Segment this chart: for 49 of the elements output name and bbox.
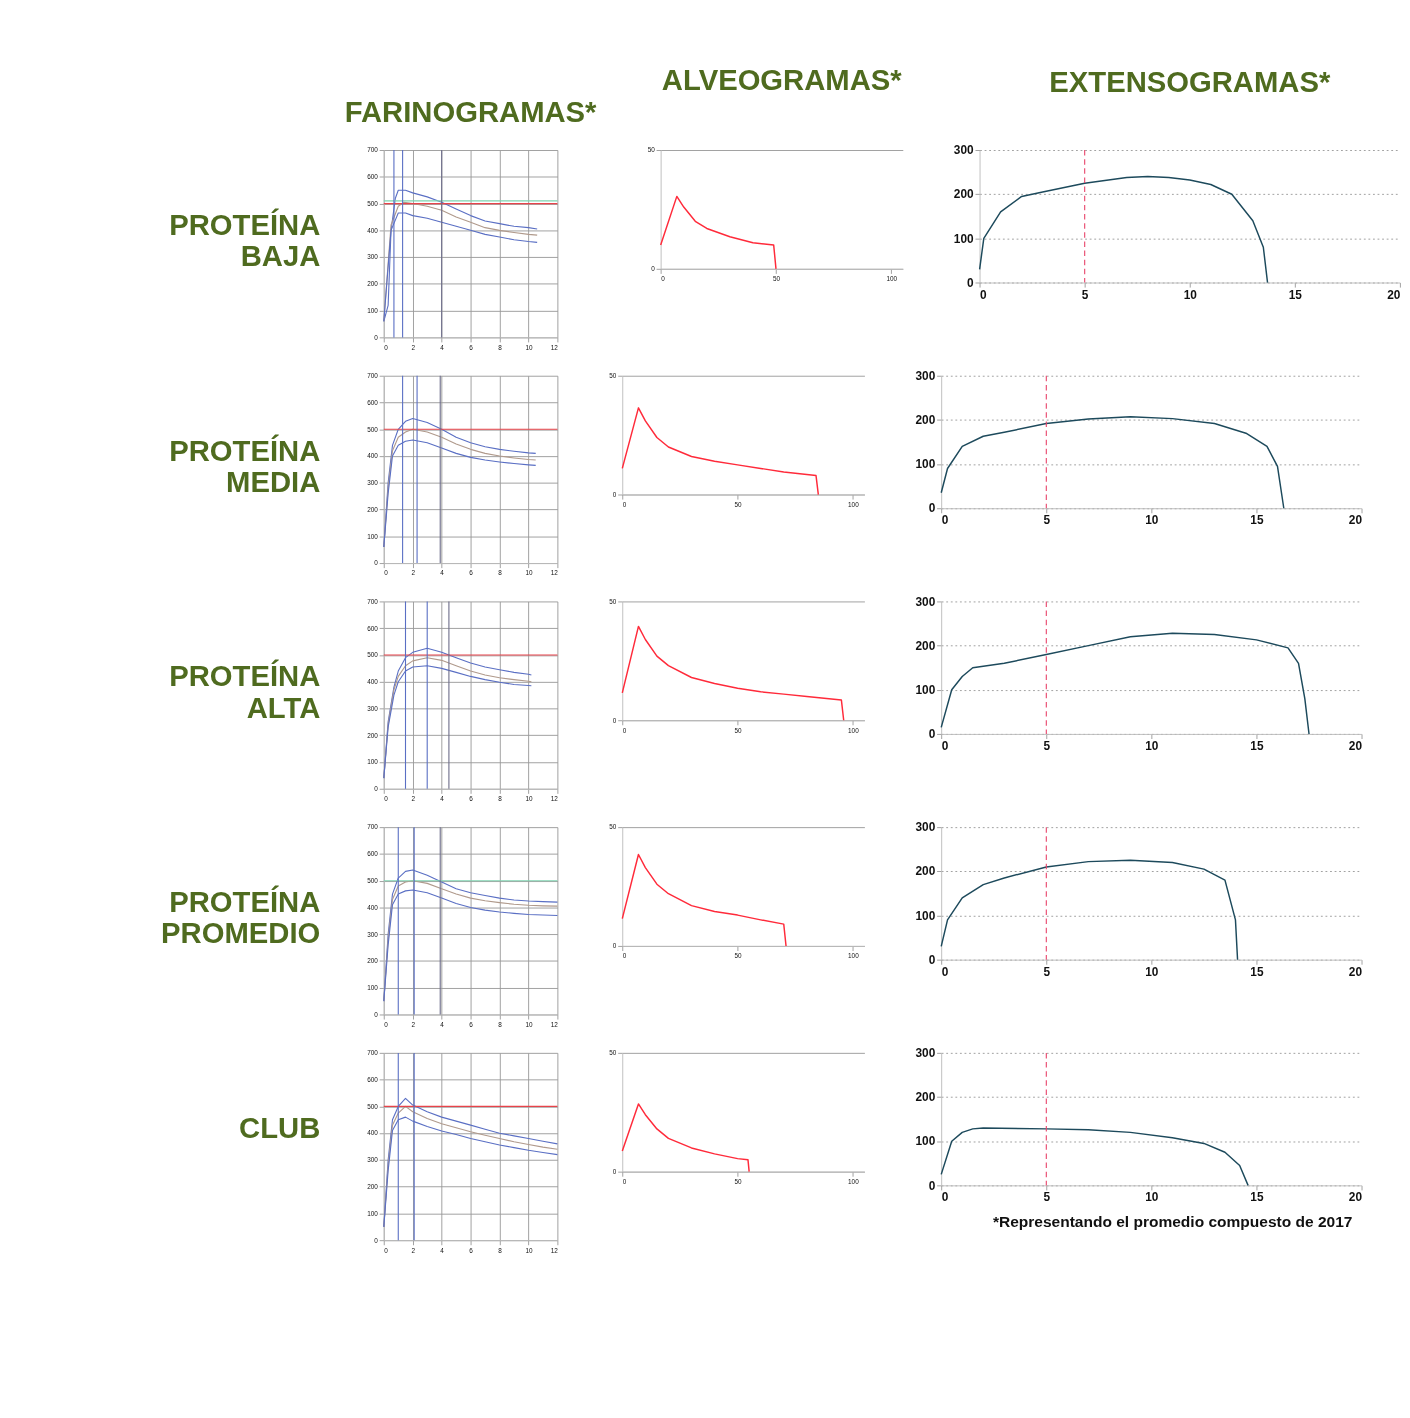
y-tick-label: 300 [915,368,936,383]
y-tick-label: 100 [915,908,936,923]
x-tick-label: 20 [1348,1190,1363,1205]
y-tick-label: 100 [953,231,975,246]
x-tick-label: 15 [1250,738,1264,753]
y-tick-label: 200 [953,187,975,202]
y-tick-label: 200 [915,638,936,653]
x-tick-label: 20 [1348,738,1363,753]
chart-title: FARINOGRAMAS* [344,95,598,128]
x-tick-label: 0 [980,287,988,302]
chart-title: ALVEOGRAMAS* [661,63,903,96]
y-axis-title: PROTEÍNA MEDIA [169,433,321,498]
y-axis-title: PROTEÍNA PROMEDIO [161,885,321,950]
y-tick-label: 100 [915,457,936,472]
x-tick-label: 20 [1387,287,1401,302]
x-tick-label: 0 [941,738,949,753]
y-tick-label: 300 [915,1046,936,1060]
x-tick-label: 10 [1145,964,1159,979]
y-tick-label: 300 [915,594,936,609]
x-tick-label: 5 [1081,287,1089,302]
text: *Representando el promedio compuesto de 2017 [992,1212,1353,1230]
x-tick-label: 10 [1145,1190,1159,1205]
y-tick-label: 300 [953,143,975,158]
y-tick-label: 200 [915,413,936,428]
x-tick-label: 20 [1348,964,1363,979]
y-axis-title: CLUB [239,1111,321,1144]
x-tick-label: 15 [1250,513,1264,528]
x-tick-label: 0 [941,964,949,979]
x-tick-label: 10 [1145,513,1159,528]
x-tick-label: 10 [1183,287,1198,302]
y-tick-label: 100 [915,682,936,697]
x-tick-label: 15 [1250,1190,1264,1205]
x-tick-label: 15 [1288,287,1303,302]
chart-title: EXTENSOGRAMAS* [1049,66,1331,99]
x-tick-label: 0 [941,1190,949,1205]
x-tick-label: 5 [1043,1190,1051,1205]
y-axis-title: PROTEÍNA BAJA [169,208,321,273]
y-tick-label: 100 [915,1134,936,1149]
y-axis-title: PROTEÍNA ALTA [169,659,321,724]
x-tick-label: 15 [1250,964,1264,979]
y-tick-label: 200 [915,1090,936,1105]
x-tick-label: 10 [1145,738,1159,753]
x-tick-label: 20 [1348,513,1363,528]
x-tick-label: 5 [1043,738,1051,753]
x-tick-label: 5 [1043,964,1051,979]
x-tick-label: 5 [1043,513,1051,528]
y-tick-label: 300 [915,820,936,835]
x-tick-label: 0 [941,513,949,528]
y-tick-label: 200 [915,864,936,879]
